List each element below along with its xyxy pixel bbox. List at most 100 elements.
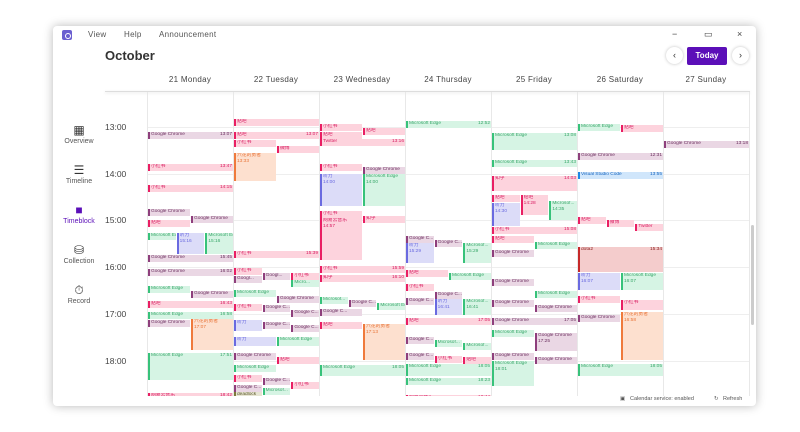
event-block[interactable]: 六花的勇者 17:13	[363, 323, 405, 361]
today-button[interactable]: Today	[687, 47, 727, 65]
event-block[interactable]: Google Chrome	[191, 215, 233, 223]
event-block[interactable]: Google Chrome	[492, 249, 534, 257]
event-block[interactable]: 六花的勇者 17:07	[191, 319, 233, 350]
event-block[interactable]: 小红书	[234, 374, 262, 382]
event-block[interactable]: 听力 14:30	[492, 203, 520, 227]
event-block[interactable]: Google Chrome	[191, 291, 233, 299]
refresh-button[interactable]: Refresh	[723, 396, 743, 402]
event-block[interactable]: deadlock18:29	[234, 392, 262, 396]
event-block[interactable]: 贴吧	[320, 132, 362, 139]
event-block[interactable]: Google C...	[406, 337, 434, 345]
event-block[interactable]: Microsoft Edge	[234, 365, 276, 373]
next-week-button[interactable]: ›	[732, 47, 749, 64]
event-block[interactable]: Microsoft Edge	[492, 330, 534, 338]
event-block[interactable]: 网易云音乐 14:57	[320, 218, 362, 261]
event-block[interactable]: Microsof... 14:35	[549, 200, 577, 221]
event-block[interactable]: Microsoft Edge	[578, 123, 620, 131]
event-block[interactable]: 小红书	[406, 284, 434, 292]
scrollbar[interactable]	[751, 92, 756, 396]
event-block[interactable]: Google C...	[291, 324, 319, 332]
event-block[interactable]: 小红书	[434, 355, 463, 363]
event-block[interactable]: 小红书	[578, 295, 620, 303]
sidebar-item-timeline[interactable]: ☰ Timeline	[53, 163, 105, 185]
event-block[interactable]: 小红书 15:08	[492, 226, 577, 234]
sidebar-item-record[interactable]: ⏱ Record	[53, 283, 105, 305]
menu-announcement[interactable]: Announcement	[159, 30, 217, 39]
event-block[interactable]: Google Chrome	[535, 305, 577, 313]
event-block[interactable]: 网易云音乐 18:44	[406, 394, 491, 396]
event-block[interactable]: Google C...	[406, 235, 434, 243]
event-block[interactable]: Google Chrome	[363, 166, 405, 174]
event-block[interactable]: Google Chrome	[492, 353, 534, 361]
event-block[interactable]: 网易云音乐 18:42	[148, 393, 233, 396]
event-block[interactable]: 贴吧	[148, 219, 190, 227]
event-block[interactable]: 听力 15:16	[176, 232, 205, 254]
event-block[interactable]: dota2 15:34	[578, 246, 663, 272]
event-block[interactable]: Microsoft Edge	[535, 291, 577, 299]
prev-week-button[interactable]: ‹	[666, 47, 683, 64]
event-block[interactable]: Google Chrome 13:07	[148, 132, 233, 140]
event-block[interactable]: 贴吧	[621, 125, 663, 133]
event-block[interactable]: 贴吧 14:28	[520, 195, 549, 215]
event-block[interactable]: Google Chrome 17:05	[492, 317, 577, 325]
event-block[interactable]: Microsoft Edge 12:52	[406, 120, 491, 128]
event-block[interactable]: Microsoft Edge15:16	[205, 232, 233, 254]
event-block[interactable]: 贴吧	[578, 217, 606, 225]
event-block[interactable]: Google C...	[434, 291, 463, 299]
event-block[interactable]: 小红书	[320, 164, 362, 172]
event-block[interactable]: Microsof... 16:41	[463, 299, 491, 316]
event-block[interactable]: Google C...	[434, 239, 463, 247]
event-block[interactable]: Twitter	[635, 224, 663, 232]
event-block[interactable]: Google C...	[406, 352, 434, 360]
event-block[interactable]: Googl...	[234, 275, 262, 283]
event-block[interactable]: 听力	[234, 320, 262, 331]
event-block[interactable]: 听力	[234, 337, 276, 346]
minimize-icon[interactable]: −	[672, 29, 678, 39]
menu-help[interactable]: Help	[124, 30, 142, 39]
event-block[interactable]: 小红书 15:39	[234, 250, 319, 258]
event-block[interactable]: Microsoft Edge 18:01	[492, 361, 534, 387]
event-block[interactable]: Google Chrome	[578, 314, 620, 322]
event-block[interactable]: Microsoft Edge 18:05	[578, 364, 663, 377]
event-block[interactable]: Microsof...	[463, 343, 491, 351]
event-block[interactable]: 小红书	[291, 382, 319, 390]
event-block[interactable]: 六花的勇者 13:33	[234, 152, 276, 181]
event-block[interactable]: Google Chrome	[148, 208, 190, 216]
event-block[interactable]: 知乎 14:03	[492, 176, 577, 191]
event-block[interactable]: Microsof...	[320, 296, 348, 304]
event-block[interactable]: 贴吧	[363, 127, 405, 135]
event-block[interactable]: 贴吧	[277, 357, 319, 365]
event-block[interactable]: Microsoft Edge	[148, 285, 190, 293]
event-block[interactable]: 小红书	[621, 299, 663, 310]
event-block[interactable]: Google C...	[291, 309, 319, 317]
event-block[interactable]: Google Chrome	[277, 295, 319, 303]
event-block[interactable]: Microsoft Edge	[377, 302, 405, 310]
event-block[interactable]: Google C...	[320, 309, 362, 317]
event-block[interactable]: 小红书 13:47	[148, 163, 233, 171]
event-block[interactable]: Microsoft Edge 16:58	[148, 312, 233, 320]
event-block[interactable]: Googl...	[262, 272, 291, 280]
event-block[interactable]: Microsoft Edge	[277, 337, 319, 346]
sidebar-item-timeblock[interactable]: ■ Timeblock	[53, 203, 105, 225]
event-block[interactable]: 知乎 16:10	[320, 274, 405, 282]
event-block[interactable]: Google C...	[348, 299, 377, 307]
event-block[interactable]: 微博	[606, 220, 635, 228]
event-block[interactable]: 贴吧	[406, 270, 448, 278]
event-block[interactable]: Microsof...	[262, 387, 291, 395]
event-block[interactable]: Microsoft Edge	[148, 232, 176, 240]
event-block[interactable]: Google C...	[262, 377, 291, 385]
event-block[interactable]: 贴吧 13:07	[234, 132, 319, 140]
event-block[interactable]: Google Chrome 17:25	[535, 333, 577, 352]
event-block[interactable]: Google Chrome 13:18	[664, 141, 749, 148]
event-block[interactable]: Google Chrome	[148, 320, 190, 328]
event-block[interactable]: 小红书	[320, 123, 362, 131]
event-block[interactable]: 小红书	[234, 303, 262, 311]
event-block[interactable]: Google Chrome	[492, 299, 534, 307]
event-block[interactable]: Google Chrome	[234, 352, 276, 360]
maximize-icon[interactable]: ▭	[704, 29, 713, 39]
event-block[interactable]: 贴吧 16:43	[148, 300, 233, 308]
event-block[interactable]: 听力 16:07	[578, 272, 620, 290]
event-block[interactable]: 贴吧	[463, 356, 491, 364]
event-block[interactable]: 微博	[277, 146, 319, 154]
sidebar-item-collection[interactable]: ⛁ Collection	[53, 243, 105, 265]
